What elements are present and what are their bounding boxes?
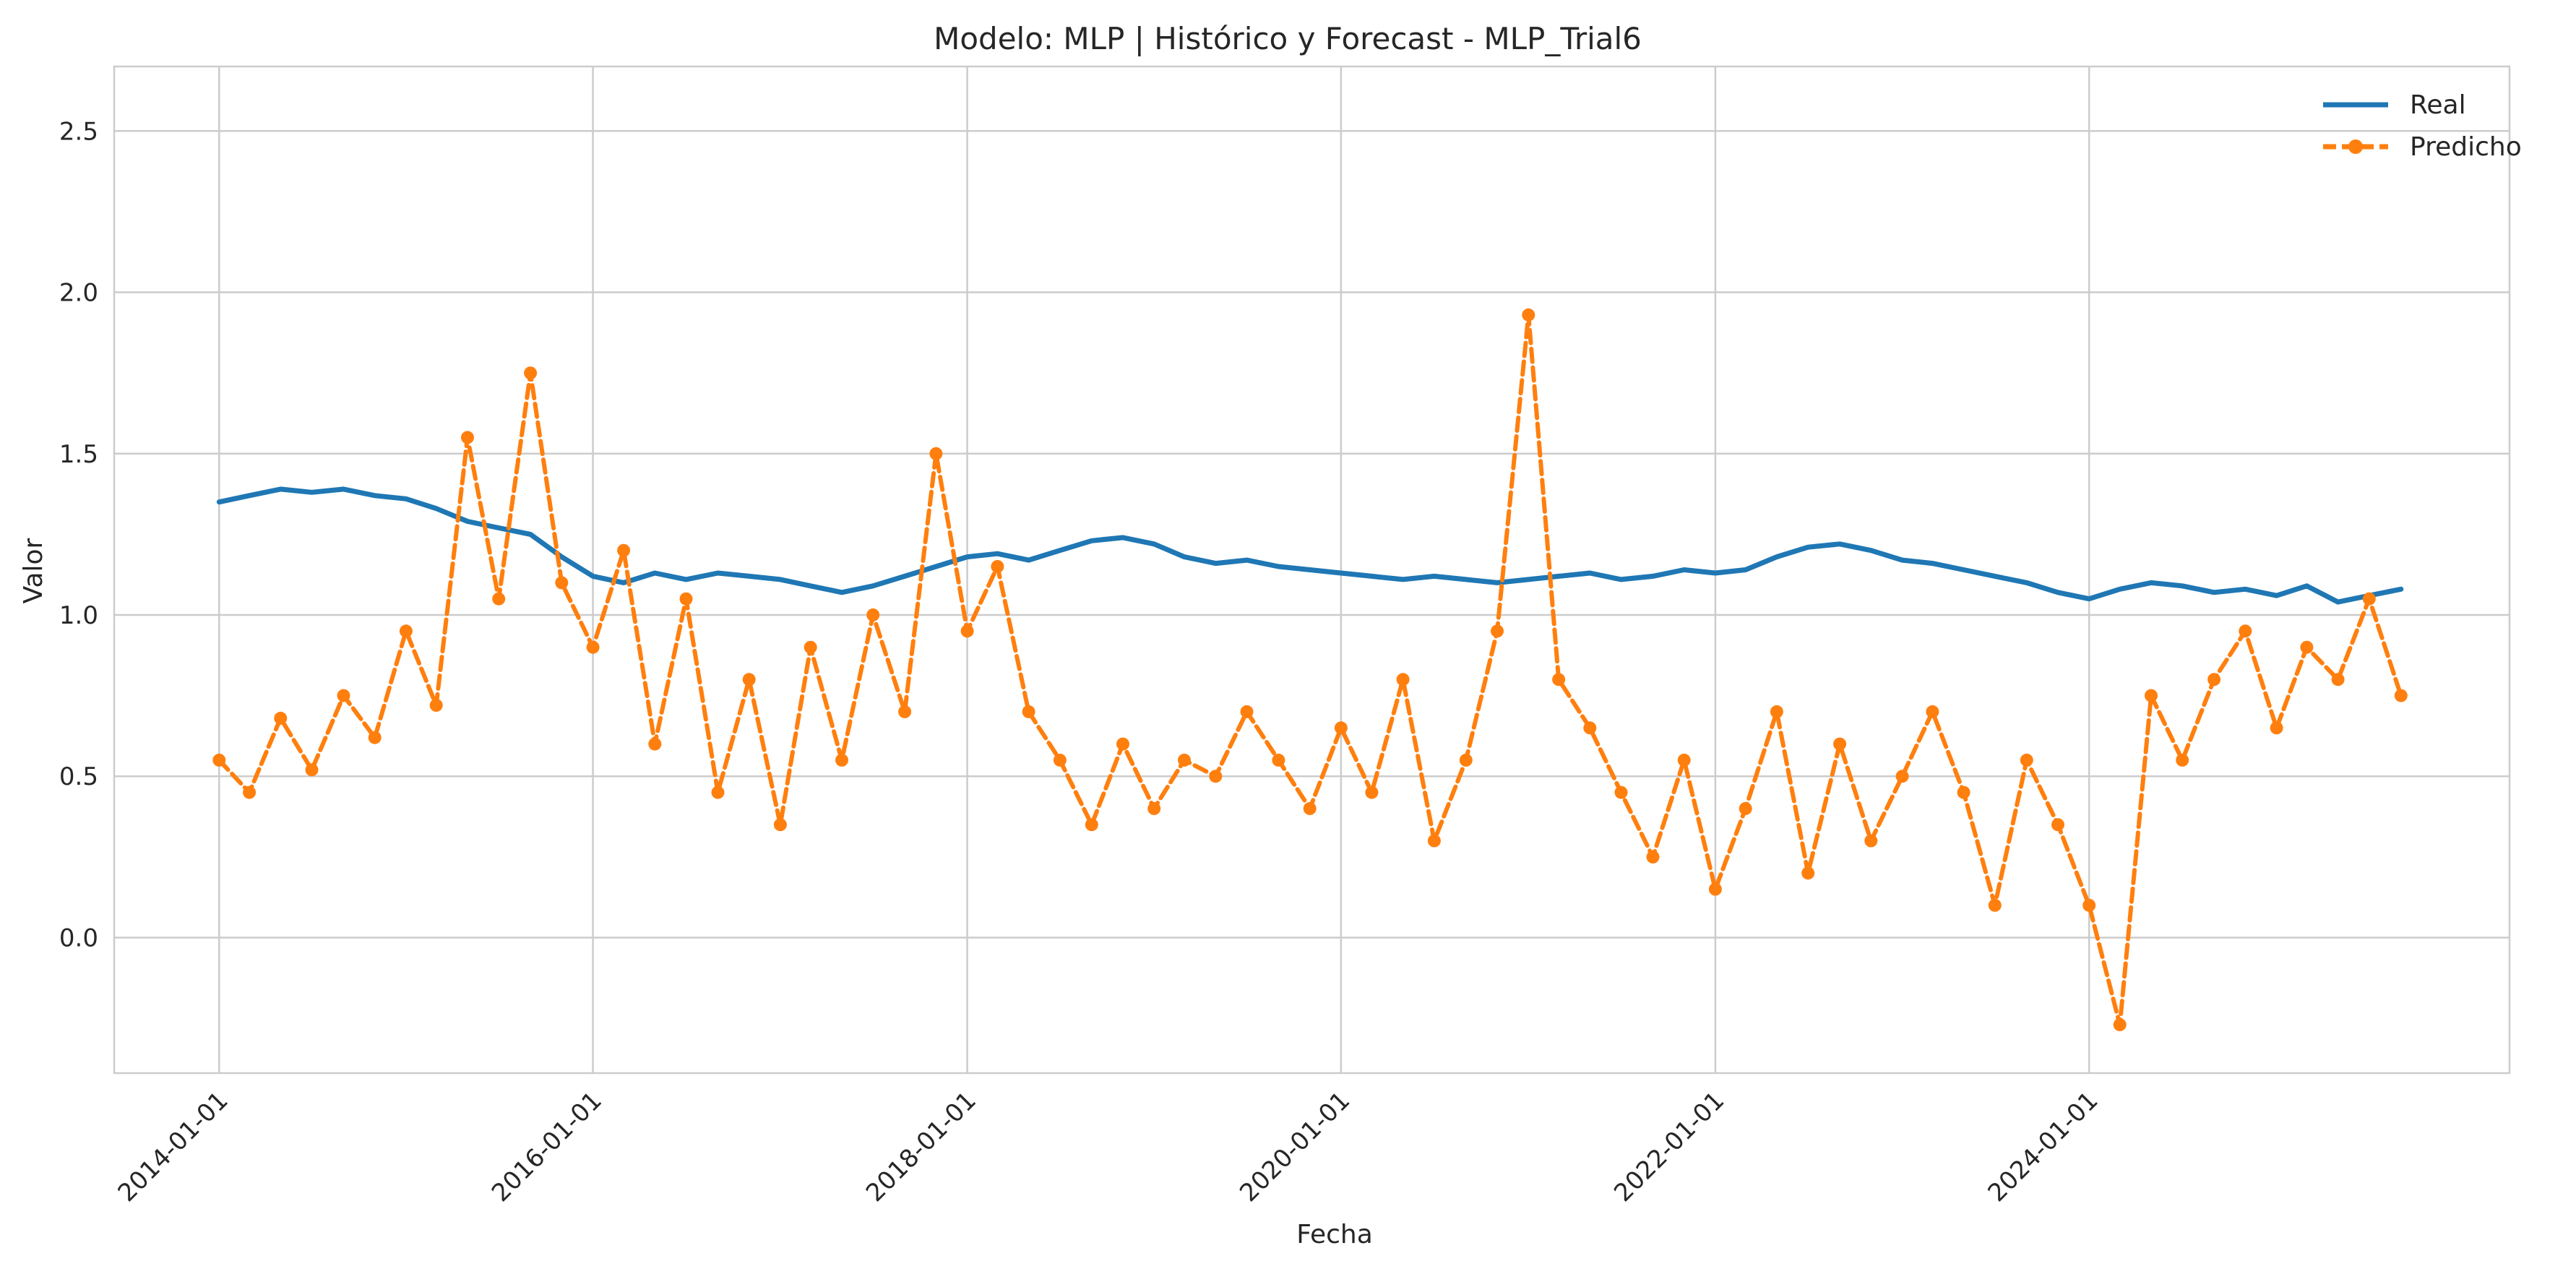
- y-tick-label: 0.5: [59, 762, 98, 791]
- x-tick-label: 2016-01-01: [486, 1086, 608, 1208]
- data-point-predicho: [1739, 801, 1752, 815]
- data-point-predicho: [991, 560, 1004, 573]
- data-point-predicho: [1677, 753, 1691, 767]
- x-tick-label: 2020-01-01: [1234, 1086, 1356, 1208]
- data-point-predicho: [742, 673, 756, 687]
- data-point-predicho: [555, 576, 569, 590]
- plot-frame: [113, 65, 2511, 1075]
- data-point-predicho: [1770, 705, 1783, 718]
- data-point-predicho: [1240, 705, 1254, 718]
- legend-label-real: Real: [2410, 90, 2466, 120]
- data-point-predicho: [866, 608, 880, 621]
- y-tick-label: 2.5: [59, 117, 98, 146]
- chart-title: Modelo: MLP | Histórico y Forecast - MLP…: [934, 21, 1642, 56]
- data-point-predicho: [2051, 818, 2064, 832]
- data-point-predicho: [1708, 882, 1722, 896]
- data-point-predicho: [1427, 834, 1441, 848]
- data-point-predicho: [2300, 640, 2314, 654]
- legend-marker-predicho: [2348, 139, 2363, 154]
- data-point-predicho: [1833, 737, 1847, 751]
- data-point-predicho: [2270, 721, 2283, 735]
- data-point-predicho: [1365, 786, 1379, 799]
- data-point-predicho: [898, 705, 912, 718]
- data-point-predicho: [711, 786, 725, 799]
- x-tick-label: 2018-01-01: [861, 1086, 982, 1208]
- y-tick-label: 2.0: [59, 279, 98, 308]
- data-point-predicho: [399, 624, 413, 638]
- data-point-predicho: [1926, 705, 1939, 718]
- series-line-real: [216, 486, 2404, 605]
- data-point-predicho: [337, 689, 350, 702]
- data-point-predicho: [1583, 721, 1597, 735]
- data-point-predicho: [2362, 592, 2376, 606]
- y-axis-label: Valor: [19, 538, 48, 603]
- data-point-predicho: [1334, 721, 1348, 735]
- data-point-predicho: [212, 753, 226, 767]
- data-point-predicho: [1303, 801, 1317, 815]
- data-point-predicho: [1864, 834, 1878, 848]
- data-point-predicho: [617, 543, 631, 557]
- data-point-predicho: [835, 753, 848, 767]
- plot-layer: 0.0 0.5 1.0 1.5 2.0 2.5 2014-01-01 2016-01-01 20…: [59, 65, 2522, 1208]
- data-point-predicho: [1022, 705, 1035, 718]
- data-point-predicho: [492, 592, 506, 606]
- data-point-predicho: [2020, 753, 2033, 767]
- data-point-predicho: [274, 711, 288, 725]
- data-point-predicho: [1491, 624, 1504, 638]
- x-axis-label: Fecha: [1296, 1220, 1373, 1249]
- data-point-predicho: [2331, 673, 2345, 687]
- data-point-predicho: [1178, 753, 1191, 767]
- data-point-predicho: [429, 699, 443, 712]
- x-tick-label: 2024-01-01: [1983, 1086, 2104, 1208]
- y-tick-label: 0.0: [59, 924, 98, 952]
- data-point-predicho: [2207, 673, 2221, 687]
- data-point-predicho: [773, 818, 787, 832]
- data-point-predicho: [679, 592, 693, 606]
- data-point-predicho: [804, 640, 817, 654]
- data-point-predicho: [1459, 753, 1473, 767]
- data-point-predicho: [1116, 737, 1129, 751]
- data-point-predicho: [1614, 786, 1628, 799]
- data-point-predicho: [586, 640, 600, 654]
- data-point-predicho: [2239, 624, 2252, 638]
- data-point-predicho: [1646, 850, 1660, 864]
- data-point-predicho: [368, 731, 382, 744]
- x-tick-label: 2014-01-01: [113, 1086, 234, 1208]
- data-point-predicho: [1053, 753, 1067, 767]
- data-point-predicho: [524, 366, 538, 380]
- data-point-predicho: [1895, 770, 1909, 783]
- data-point-predicho: [243, 786, 257, 799]
- data-point-predicho: [960, 624, 974, 638]
- y-tick-label: 1.5: [59, 440, 98, 469]
- y-tick-label: 1.0: [59, 601, 98, 630]
- data-point-predicho: [1522, 308, 1535, 322]
- data-point-predicho: [2113, 1018, 2127, 1031]
- data-point-predicho: [2145, 689, 2158, 702]
- data-point-predicho: [648, 737, 662, 751]
- data-point-predicho: [1396, 673, 1410, 687]
- data-point-predicho: [1801, 866, 1815, 880]
- data-point-predicho: [1209, 770, 1223, 783]
- data-point-predicho: [1147, 801, 1161, 815]
- x-tick-label: 2022-01-01: [1608, 1086, 1730, 1208]
- data-point-predicho: [305, 763, 319, 777]
- data-point-predicho: [461, 431, 474, 444]
- legend-label-predicho: Predicho: [2410, 132, 2522, 162]
- data-point-predicho: [1552, 673, 1566, 687]
- data-point-predicho: [1272, 753, 1285, 767]
- data-point-predicho: [2176, 753, 2189, 767]
- data-point-predicho: [1957, 786, 1970, 799]
- data-point-predicho: [929, 447, 943, 460]
- data-point-predicho: [2394, 689, 2408, 702]
- data-point-predicho: [1085, 818, 1098, 832]
- data-point-predicho: [2082, 898, 2096, 912]
- data-point-predicho: [1988, 898, 2002, 912]
